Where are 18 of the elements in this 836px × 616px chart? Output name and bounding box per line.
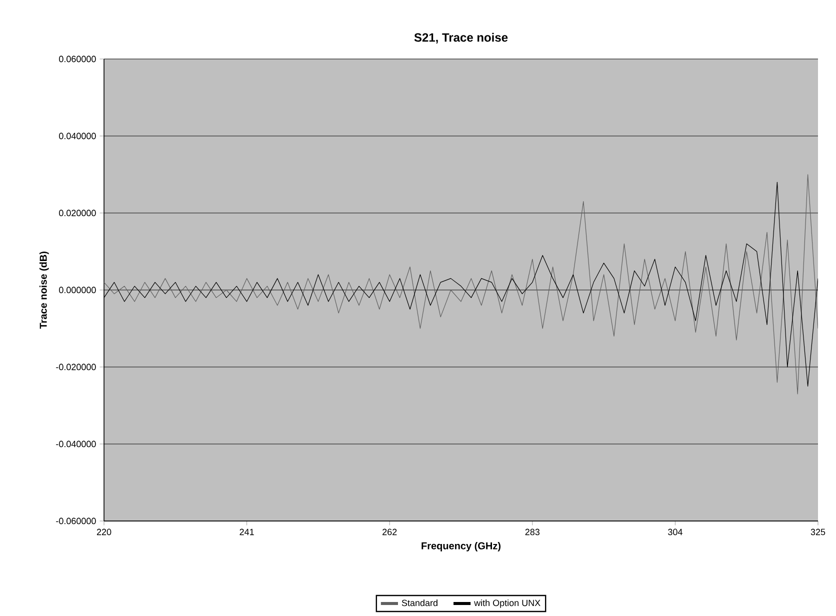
- x-axis-title: Frequency (GHz): [422, 542, 501, 552]
- x-tick-label: 283: [525, 528, 540, 536]
- x-tick-label: 262: [382, 528, 397, 536]
- y-tick-label: 0.040000: [59, 132, 96, 140]
- legend-label: Standard: [402, 600, 438, 606]
- x-tick-label: 241: [240, 528, 254, 536]
- y-tick-label: 0.060000: [59, 56, 96, 62]
- y-tick-label: -0.020000: [56, 364, 96, 370]
- x-tick-label: 220: [96, 528, 112, 536]
- y-tick-label: -0.040000: [56, 440, 96, 448]
- x-tick-label: 325: [810, 528, 826, 536]
- y-tick-label: 0.020000: [59, 210, 96, 216]
- legend-label: with Option UNX: [474, 600, 540, 608]
- chart-title: S21, Trace noise: [414, 32, 508, 44]
- y-tick-label: 0.000000: [59, 286, 96, 294]
- x-tick-label: 304: [668, 528, 682, 536]
- y-tick-label: -0.060000: [56, 518, 96, 524]
- y-axis-title: Trace noise (dB): [39, 252, 49, 329]
